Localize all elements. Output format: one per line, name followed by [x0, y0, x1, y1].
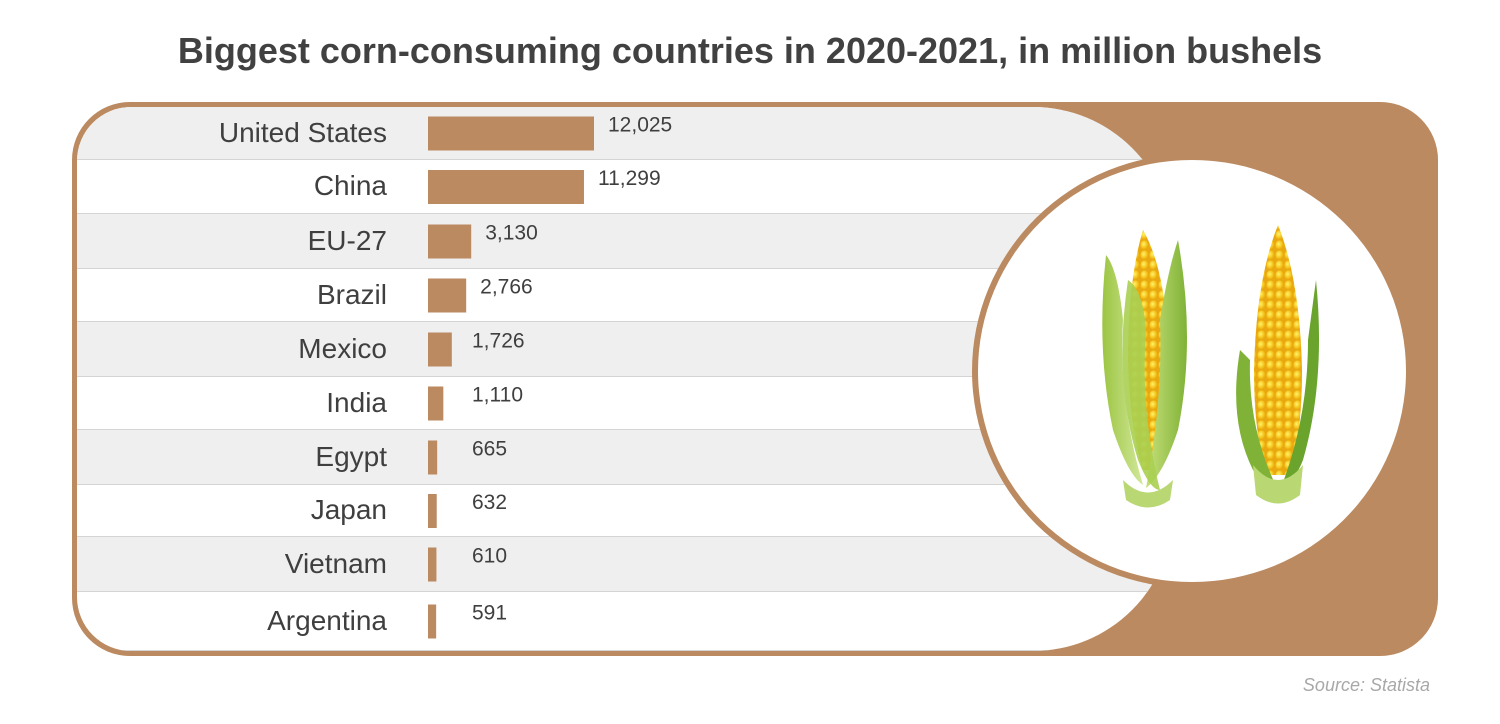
value-label: 11,299: [598, 167, 661, 190]
category-label: EU-27: [307, 224, 387, 256]
corn-cob-bare: [1236, 225, 1320, 504]
category-label: Vietnam: [284, 547, 387, 579]
chart-row: China: [77, 160, 1173, 214]
bar: [428, 440, 438, 475]
category-label: Mexico: [298, 332, 387, 364]
value-label: 610: [472, 545, 507, 568]
source-note: Source: Statista: [1302, 675, 1430, 695]
category-label: India: [326, 386, 387, 418]
bar: [428, 386, 444, 421]
corn-cobs-illustration: [1102, 225, 1320, 508]
bar: [428, 278, 467, 313]
bar: [428, 604, 437, 639]
chart-row: Vietnam: [77, 537, 1173, 592]
corn-photo: [972, 154, 1412, 588]
value-label: 1,110: [472, 384, 523, 407]
chart-row: United States: [77, 107, 1173, 160]
value-label: 1,726: [472, 330, 525, 353]
value-label: 591: [472, 602, 507, 625]
bar: [428, 224, 472, 259]
corn-cob-husked: [1102, 230, 1187, 508]
bar-chart: 12,025 11,299 3,130 2,766 1,726 1,110 665 632 61…: [428, 114, 672, 639]
bar: [428, 494, 437, 528]
category-label: Egypt: [315, 440, 387, 472]
value-label: 632: [472, 491, 507, 514]
bar: [428, 116, 594, 151]
value-label: 2,766: [480, 276, 533, 299]
bar: [428, 332, 452, 367]
value-label: 12,025: [608, 114, 672, 137]
chart-title: Biggest corn-consuming countries in 2020…: [177, 30, 1323, 71]
category-label: China: [313, 170, 387, 201]
chart-row: Brazil: [77, 269, 1173, 322]
category-label: United States: [218, 116, 387, 148]
category-label: Argentina: [267, 604, 387, 636]
chart-row: Japan: [77, 485, 1173, 537]
chart-row: India: [77, 377, 1173, 430]
category-label: Japan: [310, 494, 387, 525]
bar: [428, 547, 437, 582]
chart-row: EU-27: [77, 214, 1173, 269]
value-label: 3,130: [485, 222, 538, 245]
chart-row: Argentina: [77, 592, 1173, 651]
bar: [428, 170, 584, 204]
value-label: 665: [472, 438, 507, 461]
category-label: Brazil: [316, 278, 387, 310]
